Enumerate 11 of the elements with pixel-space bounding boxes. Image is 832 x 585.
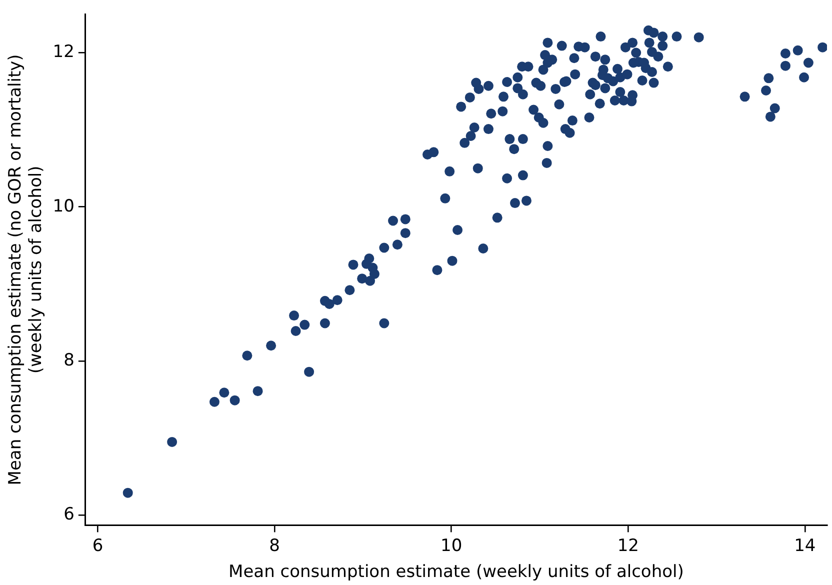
y-tick-label: 8 (64, 350, 74, 370)
y-tick-label: 12 (52, 42, 74, 62)
x-tick-label: 10 (440, 536, 462, 556)
x-tick-label: 8 (269, 536, 280, 556)
x-tick-label: 12 (617, 536, 639, 556)
x-axis-title: Mean consumption estimate (weekly units of alcohol) (228, 562, 684, 582)
y-tick-label: 6 (64, 504, 74, 525)
y-tick-label: 10 (52, 196, 74, 216)
x-tick-label: 6 (92, 536, 104, 556)
y-axis-title: Mean consumption estimate (no GOR or mortality) (weekly units of alcohol) (6, 54, 46, 486)
x-tick-label: 14 (794, 536, 816, 556)
